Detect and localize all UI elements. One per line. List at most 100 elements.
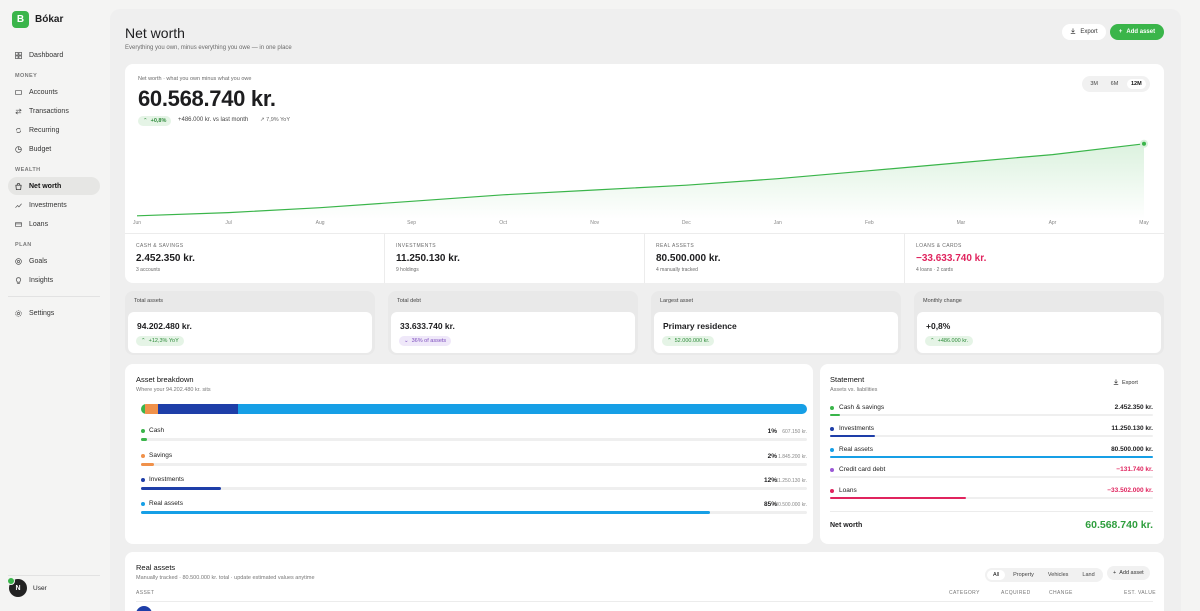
summary-body: 94.202.480 kr. ⌃ +12,3% YoY bbox=[128, 312, 372, 353]
sidebar-item-dashboard[interactable]: Dashboard bbox=[8, 46, 100, 64]
kpi-cash-savings[interactable]: CASH & SAVINGS 2.452.350 kr. 3 accounts bbox=[125, 234, 385, 283]
sidebar-item-goals[interactable]: Goals bbox=[8, 252, 100, 270]
avatar-initial: N bbox=[15, 584, 21, 592]
plus-icon: + bbox=[1118, 29, 1123, 35]
summary-label: Total assets bbox=[134, 298, 164, 304]
net-worth-label: Net worth bbox=[830, 522, 863, 529]
x-tick-label: Mar bbox=[956, 220, 966, 226]
add-real-asset-button[interactable]: + Add asset bbox=[1107, 566, 1150, 580]
statement-card: Statement Assets vs. liabilities Export … bbox=[820, 364, 1164, 544]
brand[interactable]: B Bókar bbox=[12, 11, 63, 28]
summary-badge-text: +12,3% YoY bbox=[148, 338, 179, 344]
x-tick-label: Sep bbox=[407, 220, 417, 226]
yoy-text: ↗ 7,9% YoY bbox=[260, 117, 290, 123]
statement-name: Investments bbox=[839, 425, 875, 432]
sidebar-item-budget[interactable]: Budget bbox=[8, 140, 100, 158]
sidebar-item-insights[interactable]: Insights bbox=[8, 271, 100, 289]
user-menu[interactable]: N User bbox=[7, 577, 47, 597]
statement-row[interactable]: Real assets 80.500.000 kr. bbox=[830, 446, 1153, 464]
nav-section-plan: PLAN bbox=[15, 242, 32, 248]
chart-area bbox=[137, 143, 1144, 219]
sidebar-item-label: Loans bbox=[29, 220, 49, 228]
add-asset-button[interactable]: + Add asset bbox=[1110, 24, 1164, 40]
grid-icon bbox=[15, 51, 22, 59]
add-real-asset-label: Add asset bbox=[1119, 570, 1144, 576]
kpi-value: 2.452.350 kr. bbox=[136, 253, 195, 264]
col-asset[interactable]: ASSET bbox=[136, 590, 155, 596]
x-tick-label: Dec bbox=[681, 220, 691, 226]
kpi-label: LOANS & CARDS bbox=[916, 243, 962, 249]
x-tick-label: Jul bbox=[225, 220, 232, 226]
allocation-segment bbox=[145, 404, 159, 414]
statement-export-button[interactable]: Export bbox=[1113, 379, 1138, 387]
sidebar-item-label: Investments bbox=[29, 201, 67, 209]
sidebar-item-loans[interactable]: Loans bbox=[8, 215, 100, 233]
real-assets-tabs: All Property Vehicles Land bbox=[985, 568, 1103, 582]
tab-vehicles[interactable]: Vehicles bbox=[1047, 572, 1069, 578]
breakdown-amount: 80.500.000 kr. bbox=[775, 502, 807, 508]
kpi-loans-cards[interactable]: LOANS & CARDS −33.633.740 kr. 4 loans · … bbox=[905, 234, 1164, 283]
legend-dot bbox=[141, 429, 145, 433]
arrow-up-icon: ⌃ bbox=[143, 118, 148, 124]
sidebar-item-settings[interactable]: Settings bbox=[8, 304, 100, 322]
breakdown-amount: 11.250.130 kr. bbox=[775, 478, 807, 484]
sidebar: B Bókar Dashboard MONEY Accounts Transac… bbox=[0, 0, 109, 611]
avatar: N bbox=[7, 577, 27, 597]
legend-dot bbox=[830, 427, 834, 431]
breakdown-pct: 2% bbox=[767, 453, 777, 460]
col-est-value[interactable]: EST. VALUE bbox=[1124, 590, 1156, 596]
legend-dot bbox=[830, 406, 834, 410]
real-assets-subtitle: Manually tracked · 80.500.000 kr. total … bbox=[136, 575, 315, 581]
export-button[interactable]: Export bbox=[1062, 24, 1106, 40]
statement-track bbox=[830, 456, 1153, 458]
summary-badge: ⌃ 52.000.000 kr. bbox=[662, 336, 715, 346]
range-12m[interactable]: 12M bbox=[1126, 79, 1146, 89]
tab-all[interactable]: All bbox=[987, 570, 1006, 580]
chart-point[interactable] bbox=[1140, 139, 1148, 148]
statement-row[interactable]: Credit card debt −131.740 kr. bbox=[830, 466, 1153, 484]
col-category[interactable]: CATEGORY bbox=[949, 590, 980, 596]
target-icon bbox=[15, 257, 22, 265]
kpi-real-assets[interactable]: REAL ASSETS 80.500.000 kr. 4 manually tr… bbox=[645, 234, 905, 283]
change-badge: ⌃ +0,8% bbox=[138, 116, 172, 126]
breakdown-name: Real assets bbox=[149, 500, 183, 507]
tab-property[interactable]: Property bbox=[1013, 572, 1034, 578]
statement-row[interactable]: Cash & savings 2.452.350 kr. bbox=[830, 404, 1153, 422]
summary-badge: ⌃ +12,3% YoY bbox=[136, 336, 184, 346]
summary-value: +0,8% bbox=[926, 321, 951, 331]
sidebar-item-transactions[interactable]: Transactions bbox=[8, 102, 100, 120]
summary-total-debt: Total debt 33.633.740 kr. ⌄ 36% of assets bbox=[388, 291, 638, 355]
table-divider bbox=[136, 601, 1153, 602]
summary-label: Total debt bbox=[397, 298, 421, 304]
statement-track bbox=[830, 497, 1153, 499]
statement-row[interactable]: Investments 11.250.130 kr. bbox=[830, 425, 1153, 443]
kpi-value: 11.250.130 kr. bbox=[396, 253, 460, 264]
export-label: Export bbox=[1080, 29, 1098, 35]
breakdown-track bbox=[141, 438, 807, 441]
statement-value: 2.452.350 kr. bbox=[1114, 404, 1153, 411]
breakdown-pct: 85% bbox=[763, 501, 777, 508]
status-dot bbox=[7, 577, 15, 585]
statement-name: Loans bbox=[839, 487, 857, 494]
statement-row[interactable]: Loans −33.502.000 kr. bbox=[830, 487, 1153, 505]
sidebar-item-net-worth[interactable]: Net worth bbox=[8, 177, 100, 195]
summary-label: Monthly change bbox=[923, 298, 962, 304]
sidebar-item-investments[interactable]: Investments bbox=[8, 196, 100, 214]
add-asset-label: Add asset bbox=[1126, 29, 1156, 35]
breakdown-track bbox=[141, 463, 807, 466]
statement-track bbox=[830, 476, 1153, 478]
sidebar-divider bbox=[8, 575, 100, 576]
range-6m[interactable]: 6M bbox=[1110, 81, 1119, 87]
breakdown-amount: 1.845.200 kr. bbox=[778, 454, 807, 460]
col-change[interactable]: CHANGE bbox=[1049, 590, 1073, 596]
col-acquired[interactable]: ACQUIRED bbox=[1001, 590, 1031, 596]
kpi-investments[interactable]: INVESTMENTS 11.250.130 kr. 9 holdings bbox=[385, 234, 645, 283]
x-tick-label: Nov bbox=[590, 220, 600, 226]
statement-track bbox=[830, 435, 1153, 437]
sidebar-item-accounts[interactable]: Accounts bbox=[8, 83, 100, 101]
sidebar-item-recurring[interactable]: Recurring bbox=[8, 121, 100, 139]
kpi-sub: 9 holdings bbox=[396, 267, 419, 273]
sidebar-item-label: Dashboard bbox=[29, 51, 64, 59]
range-3m[interactable]: 3M bbox=[1090, 81, 1098, 87]
tab-land[interactable]: Land bbox=[1082, 572, 1095, 578]
